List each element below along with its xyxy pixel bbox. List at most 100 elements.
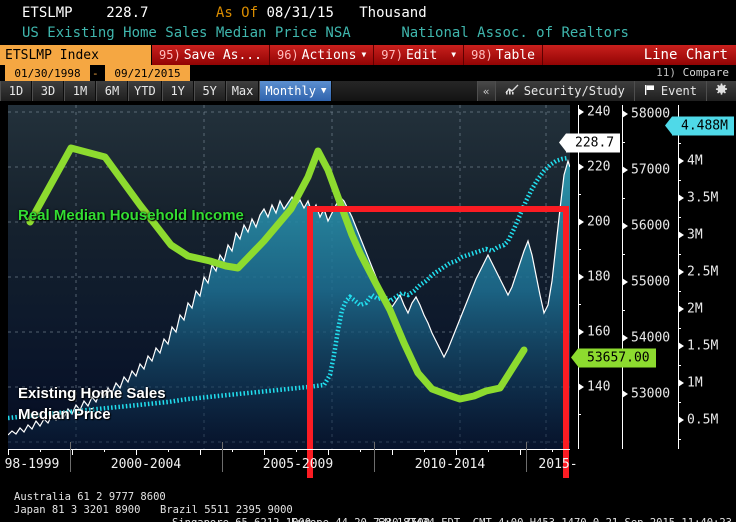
axis-income-label-54000: 54000 (631, 330, 671, 346)
x-axis-label-4: 2010-2014 (414, 457, 486, 472)
x-axis-tick (136, 449, 137, 455)
chevron-down-icon: ▼ (320, 86, 327, 96)
axis-price-label-160: 160 (587, 324, 611, 340)
current-fed-marker: 4.488M (665, 116, 734, 136)
axis-income-label-55000: 55000 (631, 274, 671, 290)
axis-price-arrow (578, 383, 584, 391)
axis-income-minor-tick (622, 142, 625, 143)
axis-fed-label-2m: 2M (687, 301, 703, 317)
security-study-button[interactable]: Security/Study (494, 81, 634, 101)
edit-button[interactable]: 97) Edit ▼ (374, 45, 465, 65)
axis-price-label-240: 240 (587, 104, 611, 120)
periodicity-dropdown[interactable]: Monthly ▼ (259, 81, 333, 101)
axis-fed-arrow (678, 379, 684, 387)
actions-button[interactable]: 96) Actions ▼ (269, 45, 375, 65)
date-to-value: 09/21/2015 (114, 66, 181, 80)
edit-label: Edit (405, 47, 438, 63)
axis-income-minor-tick (622, 198, 625, 199)
header-last-value: 228.7 (106, 5, 149, 21)
plot-canvas[interactable]: Real Median Household Income Existing Ho… (8, 105, 570, 449)
axis-income-minor-tick (622, 310, 625, 311)
header-spacer-2 (148, 5, 215, 21)
flag-icon (644, 84, 656, 99)
x-axis-minor-tick (104, 449, 105, 452)
x-axis-minor-tick (40, 449, 41, 452)
footer-contact-japan: Japan 81 3 3201 8900 (14, 504, 141, 516)
save-as-number: 95) (159, 48, 181, 62)
axis-price-minor-tick (578, 304, 581, 305)
range-button-6m[interactable]: 6M (96, 81, 128, 101)
axis-income-arrow (622, 222, 628, 230)
table-label: Table (495, 47, 535, 63)
axis-price-arrow (578, 218, 584, 226)
axis-price-arrow (578, 328, 584, 336)
axis-income-arrow (622, 110, 628, 118)
annotation-income: Real Median Household Income (18, 207, 244, 224)
save-as-label: Save As... (183, 47, 262, 63)
current-fed-value: 4.488M (681, 118, 728, 134)
chevron-down-icon: ▼ (451, 50, 457, 59)
range-button-1d[interactable]: 1D (0, 81, 32, 101)
footer: Australia 61 2 9777 8600 Brazil 5511 239… (0, 478, 736, 522)
range-button-1y[interactable]: 1Y (161, 81, 194, 101)
x-axis-tick (200, 449, 201, 455)
settings-button[interactable] (706, 81, 736, 101)
axis-fed-minor-tick (678, 328, 681, 329)
range-button-5y[interactable]: 5Y (193, 81, 226, 101)
x-axis-label-2: 2000-2004 (110, 457, 182, 472)
axis-price-label-220: 220 (587, 159, 611, 175)
axis-income-line (622, 105, 623, 449)
axis-fed-arrow (678, 342, 684, 350)
footer-session-info: SN 187434 EDT GMT-4:00 H453-1470-0 21-Se… (378, 517, 732, 522)
compare-button[interactable]: 11) Compare (656, 66, 729, 79)
x-axis-tick (520, 449, 521, 455)
range-button-ytd[interactable]: YTD (128, 81, 162, 101)
axis-price-arrow (578, 163, 584, 171)
x-axis-label-3: 2005-2009 (262, 457, 334, 472)
axis-fed-minor-tick (678, 365, 681, 366)
annotation-price-line2: Median Price (18, 406, 111, 423)
x-axis-minor-tick (296, 449, 297, 452)
current-income-value: 53657.00 (587, 350, 650, 366)
x-axis-minor-tick (168, 449, 169, 452)
axis-income-arrow (622, 278, 628, 286)
red-toolbar: ETSLMP Index 95) Save As... 96) Actions … (0, 45, 736, 65)
x-axis-minor-tick (232, 449, 233, 452)
save-as-button[interactable]: 95) Save As... (152, 45, 270, 65)
x-axis-minor-tick (360, 449, 361, 452)
x-axis-line (8, 449, 570, 450)
actions-number: 96) (276, 48, 299, 62)
axis-fed-minor-tick (678, 143, 681, 144)
chevron-down-icon: ▼ (361, 50, 367, 59)
actions-label: Actions (301, 47, 357, 63)
range-button-1m[interactable]: 1M (64, 81, 96, 101)
event-button[interactable]: Event (633, 81, 706, 101)
axis-income-arrow (622, 334, 628, 342)
axis-price-label-200: 200 (587, 214, 611, 230)
header-spacer-4 (334, 5, 359, 21)
axis-fed-arrow (678, 268, 684, 276)
range-button-3d[interactable]: 3D (32, 81, 64, 101)
chart-type-label[interactable]: Line Chart (643, 45, 736, 65)
date-to-input[interactable]: 09/21/2015 (105, 65, 190, 81)
axis-price-arrow (578, 108, 584, 116)
date-from-input[interactable]: 01/30/1998 (5, 65, 90, 81)
x-axis-minor-tick (488, 449, 489, 452)
axis-income-label-56000: 56000 (631, 218, 671, 234)
footer-contact-europe: Europe 44 20 7330 7500 (291, 517, 430, 522)
security-field[interactable]: ETSLMP Index (0, 45, 152, 65)
x-axis-label-5: 2015- (538, 457, 578, 472)
table-button[interactable]: 98) Table (464, 45, 543, 65)
range-button-max[interactable]: Max (225, 81, 260, 101)
footer-contact-singapore: Singapore 65 6212 1000 (172, 517, 311, 522)
x-axis-separator (374, 442, 375, 472)
footer-contact-australia: Australia 61 2 9777 8600 (14, 491, 166, 503)
x-axis-tick (392, 449, 393, 455)
gear-icon (715, 83, 728, 99)
collapse-button[interactable]: « (476, 81, 495, 101)
header-description: US Existing Home Sales Median Price NSA (22, 25, 351, 41)
x-axis-tick (264, 449, 265, 455)
header-bar: ETSLMP 228.7 As Of 08/31/15 Thousand US … (0, 0, 736, 44)
axis-fed-minor-tick (678, 291, 681, 292)
